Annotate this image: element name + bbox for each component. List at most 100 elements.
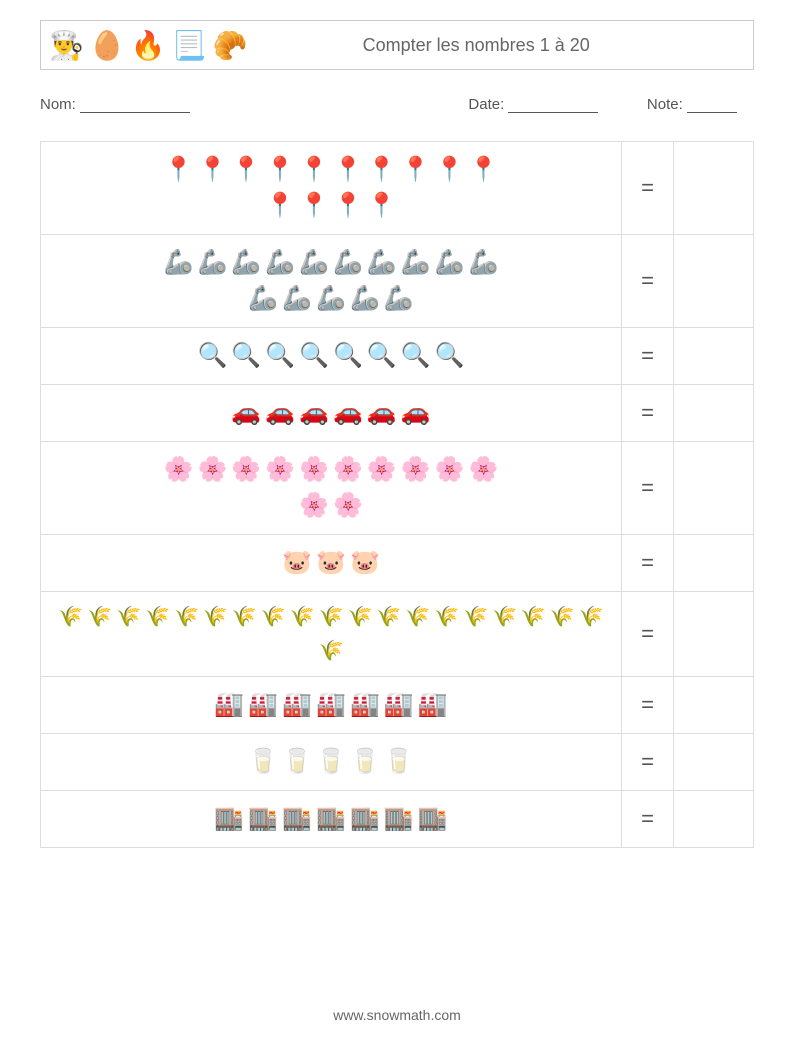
count-item-icon: 🌸 xyxy=(299,488,329,524)
count-item-icon: 📍 xyxy=(231,152,261,188)
count-item-icon: 🏭 xyxy=(214,687,244,723)
table-row: 🌸🌸🌸🌸🌸🌸🌸🌸🌸🌸🌸🌸= xyxy=(41,442,754,535)
table-row: 🦾🦾🦾🦾🦾🦾🦾🦾🦾🦾🦾🦾🦾🦾🦾= xyxy=(41,235,754,328)
header-box: 👨‍🍳 🥚 🔥 📃 🥐 Compter les nombres 1 à 20 xyxy=(40,20,754,70)
header-icons: 👨‍🍳 🥚 🔥 📃 🥐 xyxy=(49,29,247,62)
count-item-icon: 🚗 xyxy=(231,395,261,431)
count-cell: 🚗🚗🚗🚗🚗🚗 xyxy=(41,385,622,442)
answer-cell[interactable] xyxy=(674,734,754,791)
table-row: 🥛🥛🥛🥛🥛= xyxy=(41,734,754,791)
name-field: Nom: xyxy=(40,96,468,113)
count-cell: 🔍🔍🔍🔍🔍🔍🔍🔍 xyxy=(41,328,622,385)
count-item-icon: 📍 xyxy=(299,188,329,224)
worksheet-table: 📍📍📍📍📍📍📍📍📍📍📍📍📍📍=🦾🦾🦾🦾🦾🦾🦾🦾🦾🦾🦾🦾🦾🦾🦾=🔍🔍🔍🔍🔍🔍🔍🔍=… xyxy=(40,141,754,848)
item-line: 📍📍📍📍📍📍📍📍📍📍 xyxy=(47,152,615,188)
count-item-icon: 🌾 xyxy=(58,602,83,632)
count-item-icon: 🐷 xyxy=(282,545,312,581)
count-item-icon: 🌸 xyxy=(367,452,397,488)
count-item-icon: 🌸 xyxy=(231,452,261,488)
count-item-icon: 🔍 xyxy=(265,338,295,374)
answer-cell[interactable] xyxy=(674,677,754,734)
count-item-icon: 📍 xyxy=(401,152,431,188)
count-cell: 🐷🐷🐷 xyxy=(41,535,622,592)
count-item-icon: 🏭 xyxy=(248,687,278,723)
count-item-icon: 🦾 xyxy=(435,245,465,281)
count-item-icon: 🔍 xyxy=(401,338,431,374)
header-icon-bread: 🥐 xyxy=(213,29,248,62)
header-icon-eggs: 🥚 xyxy=(90,29,125,62)
count-item-icon: 🥛 xyxy=(350,744,380,780)
count-item-icon: 🌾 xyxy=(116,602,141,632)
count-item-icon: 📍 xyxy=(164,152,194,188)
count-item-icon: 🦾 xyxy=(367,245,397,281)
page-title: Compter les nombres 1 à 20 xyxy=(247,35,745,56)
count-item-icon: 🌾 xyxy=(347,602,372,632)
answer-cell[interactable] xyxy=(674,791,754,848)
count-item-icon: 🏬 xyxy=(316,801,346,837)
header-icon-chef: 👨‍🍳 xyxy=(49,29,84,62)
table-row: 🏬🏬🏬🏬🏬🏬🏬= xyxy=(41,791,754,848)
count-cell: 🌾🌾🌾🌾🌾🌾🌾🌾🌾🌾🌾🌾🌾🌾🌾🌾🌾🌾🌾🌾 xyxy=(41,592,622,677)
equals-cell: = xyxy=(622,235,674,328)
answer-cell[interactable] xyxy=(674,535,754,592)
count-item-icon: 📍 xyxy=(197,152,227,188)
count-item-icon: 🌾 xyxy=(319,636,344,666)
count-item-icon: 🦾 xyxy=(299,245,329,281)
count-item-icon: 🌸 xyxy=(435,452,465,488)
answer-cell[interactable] xyxy=(674,142,754,235)
count-item-icon: 🔍 xyxy=(299,338,329,374)
item-line: 🌸🌸 xyxy=(47,488,615,524)
table-row: 📍📍📍📍📍📍📍📍📍📍📍📍📍📍= xyxy=(41,142,754,235)
count-item-icon: 🌾 xyxy=(174,602,199,632)
count-item-icon: 📍 xyxy=(367,188,397,224)
count-item-icon: 🌾 xyxy=(319,602,344,632)
answer-cell[interactable] xyxy=(674,442,754,535)
count-item-icon: 🦾 xyxy=(248,281,278,317)
count-cell: 🌸🌸🌸🌸🌸🌸🌸🌸🌸🌸🌸🌸 xyxy=(41,442,622,535)
equals-cell: = xyxy=(622,535,674,592)
count-item-icon: 🔍 xyxy=(435,338,465,374)
count-item-icon: 📍 xyxy=(333,188,363,224)
item-line: 🐷🐷🐷 xyxy=(47,545,615,581)
equals-cell: = xyxy=(622,328,674,385)
count-item-icon: 🔍 xyxy=(333,338,363,374)
table-row: 🚗🚗🚗🚗🚗🚗= xyxy=(41,385,754,442)
count-cell: 🥛🥛🥛🥛🥛 xyxy=(41,734,622,791)
count-item-icon: 🥛 xyxy=(248,744,278,780)
count-item-icon: 🌾 xyxy=(434,602,459,632)
count-item-icon: 📍 xyxy=(299,152,329,188)
count-item-icon: 🌸 xyxy=(333,488,363,524)
item-line: 🔍🔍🔍🔍🔍🔍🔍🔍 xyxy=(47,338,615,374)
count-item-icon: 🦾 xyxy=(164,245,194,281)
answer-cell[interactable] xyxy=(674,235,754,328)
count-item-icon: 📍 xyxy=(333,152,363,188)
count-item-icon: 🌸 xyxy=(333,452,363,488)
count-item-icon: 🌾 xyxy=(405,602,430,632)
count-cell: 🏬🏬🏬🏬🏬🏬🏬 xyxy=(41,791,622,848)
count-item-icon: 🦾 xyxy=(384,281,414,317)
answer-cell[interactable] xyxy=(674,328,754,385)
count-item-icon: 🌾 xyxy=(550,602,575,632)
count-item-icon: 🌸 xyxy=(299,452,329,488)
equals-cell: = xyxy=(622,385,674,442)
table-row: 🐷🐷🐷= xyxy=(41,535,754,592)
name-blank[interactable] xyxy=(80,112,190,113)
count-item-icon: 🦾 xyxy=(282,281,312,317)
count-item-icon: 🌾 xyxy=(232,602,257,632)
count-item-icon: 🚗 xyxy=(401,395,431,431)
count-item-icon: 🏬 xyxy=(214,801,244,837)
item-line: 🌸🌸🌸🌸🌸🌸🌸🌸🌸🌸 xyxy=(47,452,615,488)
item-line: 🌾🌾🌾🌾🌾🌾🌾🌾🌾🌾🌾🌾🌾🌾🌾🌾🌾🌾🌾🌾 xyxy=(47,602,615,666)
count-item-icon: 🏭 xyxy=(316,687,346,723)
footer-url: www.snowmath.com xyxy=(0,1007,794,1023)
item-line: 🚗🚗🚗🚗🚗🚗 xyxy=(47,395,615,431)
answer-cell[interactable] xyxy=(674,385,754,442)
date-blank[interactable] xyxy=(508,112,598,113)
info-row: Nom: Date: Note: xyxy=(40,96,754,113)
count-item-icon: 🌾 xyxy=(203,602,228,632)
count-item-icon: 🌸 xyxy=(265,452,295,488)
note-blank[interactable] xyxy=(687,112,737,113)
table-row: 🌾🌾🌾🌾🌾🌾🌾🌾🌾🌾🌾🌾🌾🌾🌾🌾🌾🌾🌾🌾= xyxy=(41,592,754,677)
equals-cell: = xyxy=(622,592,674,677)
answer-cell[interactable] xyxy=(674,592,754,677)
